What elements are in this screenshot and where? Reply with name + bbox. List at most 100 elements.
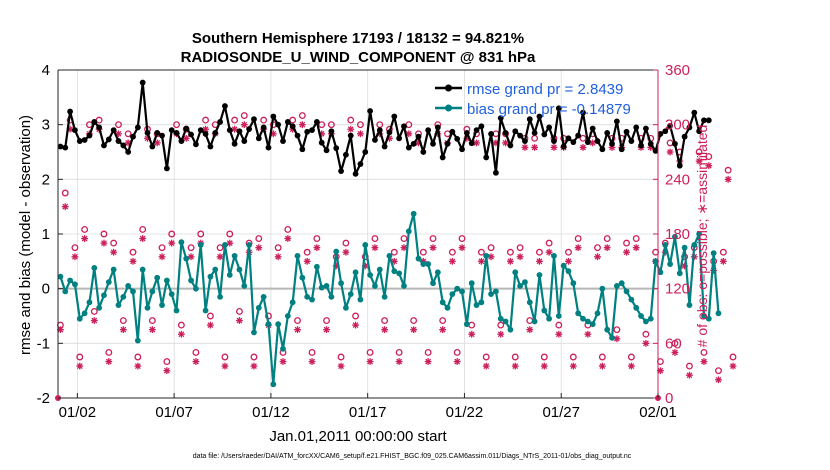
bias-point	[318, 284, 325, 291]
assimilated-obs-marker	[182, 134, 190, 142]
y-tick-label-left: -1	[37, 335, 50, 352]
bias-point	[386, 252, 393, 259]
bias-point	[628, 296, 635, 303]
bias-point	[338, 280, 344, 287]
assimilated-obs-marker	[458, 244, 466, 252]
assimilated-obs-marker	[642, 339, 650, 347]
bias-point	[555, 313, 562, 319]
assimilated-obs-marker	[468, 330, 476, 338]
y-tick-label-left: 4	[42, 62, 50, 79]
assimilated-obs-marker-stroke	[183, 135, 190, 142]
assimilated-obs-marker	[497, 330, 505, 338]
assimilated-obs-marker	[284, 235, 292, 242]
rmse-point	[604, 129, 611, 136]
assimilated-obs-marker-stroke	[168, 240, 175, 247]
bias-point	[125, 283, 132, 289]
possible-obs-marker	[187, 244, 195, 252]
bias-point	[401, 283, 407, 289]
possible-obs-marker	[424, 348, 432, 356]
rmse-point	[323, 147, 330, 154]
rmse-point	[343, 151, 349, 158]
assimilated-obs-marker-stroke	[604, 244, 611, 251]
bias-point	[681, 244, 688, 251]
possible-obs-marker	[623, 239, 630, 247]
rmse-point	[459, 146, 465, 153]
rmse-point	[444, 140, 451, 147]
possible-obs-marker	[347, 116, 355, 124]
assimilated-obs-marker-stroke	[231, 126, 238, 133]
rmse-point	[430, 140, 436, 147]
rmse-point	[144, 129, 151, 136]
assimilated-obs-marker	[298, 121, 306, 129]
rmse-point	[493, 169, 499, 176]
rmse-point	[222, 103, 228, 109]
bias-point	[507, 326, 514, 333]
bias-point	[618, 280, 625, 287]
bias-point	[410, 210, 417, 217]
y-tick-label-left: -2	[37, 390, 50, 407]
possible-obs-marker	[594, 244, 601, 252]
assimilated-obs-marker	[158, 253, 166, 261]
assimilated-obs-marker	[221, 362, 229, 370]
assimilated-obs-marker-stroke	[473, 139, 480, 146]
possible-obs-marker	[303, 248, 311, 256]
assimilated-obs-marker	[134, 362, 142, 370]
assimilated-obs-marker	[540, 362, 548, 370]
rmse-point	[120, 142, 127, 149]
rmse-point	[202, 131, 209, 137]
assimilated-obs-marker	[410, 326, 418, 334]
rmse-point	[367, 108, 373, 114]
possible-obs-marker	[119, 317, 127, 325]
bias-point	[652, 258, 659, 265]
assimilated-obs-marker	[255, 244, 263, 252]
assimilated-obs-marker	[719, 257, 727, 265]
rmse-point	[313, 119, 320, 125]
possible-obs-marker	[284, 225, 292, 233]
assimilated-obs-marker-stroke	[401, 244, 407, 251]
rmse-point	[507, 142, 514, 149]
assimilated-obs-marker-stroke	[497, 331, 504, 338]
assimilated-obs-marker-stroke	[381, 326, 388, 333]
bias-point	[715, 310, 722, 317]
possible-obs-marker	[168, 230, 176, 238]
bias-point	[517, 283, 523, 289]
possible-obs-marker	[197, 230, 205, 238]
rmse-point	[541, 131, 548, 138]
assimilated-obs-marker-stroke	[425, 358, 432, 365]
assimilated-obs-marker-stroke	[163, 367, 170, 374]
rmse-point	[376, 127, 383, 134]
legend: rmse grand pr = 2.8439 bias grand pr = -…	[435, 81, 631, 118]
bias-point	[265, 321, 272, 328]
rmse-point	[159, 132, 165, 139]
bias-point	[643, 318, 649, 325]
x-tick-label: 01/02	[59, 404, 97, 421]
possible-obs-marker	[603, 235, 611, 243]
bias-point	[304, 293, 311, 300]
rmse-point	[396, 135, 403, 142]
rmse-point	[197, 127, 204, 134]
assimilated-obs-marker	[555, 330, 563, 338]
bias-point	[72, 281, 78, 288]
assimilated-obs-marker-stroke	[105, 358, 112, 365]
bias-point	[309, 296, 315, 303]
assimilated-obs-marker	[337, 362, 345, 370]
rmse-point	[163, 165, 170, 172]
rmse-point	[193, 141, 199, 148]
rmse-point	[236, 128, 243, 135]
bias-point	[599, 285, 606, 292]
assimilated-obs-marker-stroke	[294, 326, 301, 333]
rmse-point	[76, 138, 83, 144]
possible-obs-marker	[110, 239, 118, 247]
possible-obs-marker	[729, 353, 737, 361]
bias-point	[488, 291, 494, 298]
assimilated-obs-marker-stroke	[628, 363, 635, 370]
assimilated-obs-marker	[627, 362, 635, 370]
assimilated-obs-marker-stroke	[255, 244, 262, 251]
bias-point	[701, 313, 707, 319]
possible-obs-marker	[477, 248, 485, 256]
assimilated-obs-marker	[584, 330, 592, 338]
assimilated-obs-marker-stroke	[57, 326, 64, 333]
bias-point	[120, 293, 127, 300]
bias-point	[376, 266, 383, 273]
